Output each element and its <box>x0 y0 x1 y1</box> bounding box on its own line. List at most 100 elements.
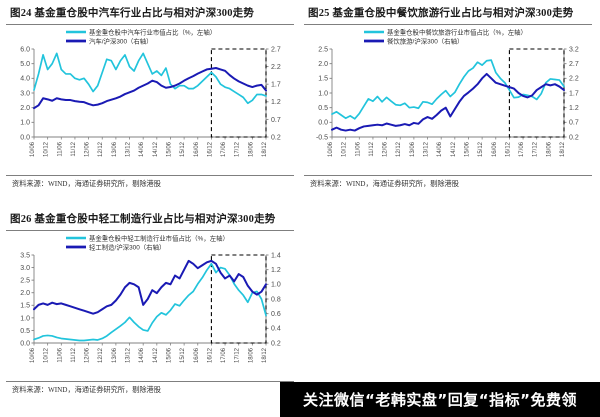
svg-text:3.2: 3.2 <box>569 46 579 53</box>
svg-text:18/12: 18/12 <box>560 141 566 157</box>
figure-25-title: 图25 基金重仓股中餐饮旅游行业占比与相对沪深300走势 <box>308 8 574 19</box>
promo-banner: 关注微信“老韩实盘”回复“指标”免费领 <box>280 382 600 417</box>
svg-text:18/06: 18/06 <box>248 141 254 157</box>
svg-text:10/12: 10/12 <box>44 141 50 157</box>
svg-text:16/12: 16/12 <box>207 141 213 157</box>
svg-text:1.0: 1.0 <box>20 120 30 127</box>
figure-24-chart: 基金重仓股中汽车行业市值占比（%，左轴）汽车/沪深300（右轴） 0.0 1.0 2.… <box>20 27 281 157</box>
svg-text:11/12: 11/12 <box>71 141 77 156</box>
svg-text:12/06: 12/06 <box>383 141 389 157</box>
svg-text:0.4: 0.4 <box>271 326 281 333</box>
figure-25-plot: 基金重仓股中餐饮旅游行业市值占比（%，左轴） 餐饮旅游/沪深300（右轴） -0.5… <box>302 25 594 175</box>
svg-text:12/06: 12/06 <box>85 141 91 157</box>
svg-text:18/06: 18/06 <box>248 347 254 363</box>
svg-text:轻工制造/沪深300（右轴）: 轻工制造/沪深300（右轴） <box>89 242 165 251</box>
svg-text:0.5: 0.5 <box>20 328 30 335</box>
svg-text:10/06: 10/06 <box>328 141 334 157</box>
svg-text:16/06: 16/06 <box>492 141 498 157</box>
svg-text:2.0: 2.0 <box>20 105 30 112</box>
figure-panel-24: 图24 基金重仓股中汽车行业占比与相对沪深300走势 基金重仓股中汽车行业市值占… <box>4 2 296 206</box>
svg-text:12/06: 12/06 <box>85 347 91 363</box>
svg-text:13/12: 13/12 <box>126 141 132 157</box>
svg-text:15/12: 15/12 <box>180 141 186 157</box>
svg-text:16/12: 16/12 <box>207 347 213 363</box>
svg-text:1.5: 1.5 <box>20 303 30 310</box>
svg-text:17/12: 17/12 <box>533 141 539 157</box>
svg-text:13/12: 13/12 <box>126 347 132 363</box>
svg-text:3.5: 3.5 <box>20 252 30 259</box>
figure-25-source: 资料来源：WIND，海通证券研究所，剔除港股 <box>310 180 459 188</box>
svg-text:0.2: 0.2 <box>569 134 579 141</box>
svg-text:11/06: 11/06 <box>57 141 63 156</box>
svg-text:16/06: 16/06 <box>194 141 200 157</box>
figure-25-top-rule <box>304 24 592 25</box>
svg-text:2.7: 2.7 <box>569 61 579 68</box>
svg-text:2.0: 2.0 <box>20 290 30 297</box>
svg-text:1.7: 1.7 <box>569 90 579 97</box>
figure-25-bottom-rule <box>304 175 592 176</box>
svg-text:2.2: 2.2 <box>271 64 281 71</box>
svg-text:3.0: 3.0 <box>20 265 30 272</box>
figure-24-bottom-rule <box>6 175 294 176</box>
figure-24-plot: 基金重仓股中汽车行业市值占比（%，左轴） 汽车/沪深300（右轴） 0.0 1.0 2.… <box>4 25 296 175</box>
svg-text:1.2: 1.2 <box>271 267 281 274</box>
svg-text:基金重仓股中汽车行业市值占比（%，左轴）: 基金重仓股中汽车行业市值占比（%，左轴） <box>89 27 216 36</box>
figure-26-top-rule <box>6 230 294 231</box>
svg-text:10/06: 10/06 <box>30 141 36 157</box>
svg-text:10/06: 10/06 <box>30 347 36 363</box>
svg-text:17/06: 17/06 <box>519 141 525 157</box>
svg-text:餐饮旅游/沪深300（右轴）: 餐饮旅游/沪深300（右轴） <box>387 36 463 45</box>
svg-text:0.5: 0.5 <box>318 105 328 112</box>
svg-text:10/12: 10/12 <box>44 347 50 363</box>
svg-text:14/12: 14/12 <box>153 347 159 363</box>
svg-text:15/06: 15/06 <box>166 141 172 157</box>
svg-text:1.2: 1.2 <box>569 105 579 112</box>
svg-text:6.0: 6.0 <box>20 46 30 53</box>
svg-text:14/06: 14/06 <box>139 347 145 363</box>
svg-text:2.0: 2.0 <box>318 61 328 68</box>
svg-text:1.7: 1.7 <box>271 82 281 89</box>
svg-text:15/12: 15/12 <box>180 347 186 363</box>
svg-text:12/12: 12/12 <box>396 141 402 157</box>
svg-text:16/06: 16/06 <box>194 347 200 363</box>
svg-text:1.4: 1.4 <box>271 252 281 259</box>
svg-text:14/12: 14/12 <box>451 141 457 157</box>
svg-text:10/12: 10/12 <box>342 141 348 157</box>
svg-text:18/12: 18/12 <box>262 347 268 363</box>
svg-text:17/06: 17/06 <box>221 141 227 157</box>
figure-26-title: 图26 基金重仓股中轻工制造行业占比与相对沪深300走势 <box>10 214 276 225</box>
svg-text:16/12: 16/12 <box>505 141 511 157</box>
svg-text:17/12: 17/12 <box>235 347 241 363</box>
svg-text:11/06: 11/06 <box>57 347 63 362</box>
svg-text:1.0: 1.0 <box>20 315 30 322</box>
svg-text:0.7: 0.7 <box>569 120 579 127</box>
svg-text:2.5: 2.5 <box>20 278 30 285</box>
svg-text:0.0: 0.0 <box>20 340 30 347</box>
svg-text:15/06: 15/06 <box>464 141 470 157</box>
svg-text:18/12: 18/12 <box>262 141 268 157</box>
svg-text:12/12: 12/12 <box>98 347 104 363</box>
figure-26-chart: 基金重仓股中轻工制造行业市值占比（%，左轴）轻工制造/沪深300（右轴） 0.0 0… <box>20 233 281 363</box>
svg-text:0.2: 0.2 <box>271 340 281 347</box>
svg-text:0.7: 0.7 <box>271 117 281 124</box>
svg-text:5.0: 5.0 <box>20 61 30 68</box>
svg-text:4.0: 4.0 <box>20 76 30 83</box>
figure-26-source: 资料来源：WIND，海通证券研究所，剔除港股 <box>12 386 161 394</box>
promo-banner-text: 关注微信“老韩实盘”回复“指标”免费领 <box>303 391 577 409</box>
svg-text:11/12: 11/12 <box>71 347 77 362</box>
figure-24-top-rule <box>6 24 294 25</box>
svg-text:3.0: 3.0 <box>20 90 30 97</box>
svg-text:14/06: 14/06 <box>139 141 145 157</box>
svg-text:2.5: 2.5 <box>318 46 328 53</box>
svg-text:0.0: 0.0 <box>20 134 30 141</box>
svg-text:17/06: 17/06 <box>221 347 227 363</box>
svg-text:13/06: 13/06 <box>410 141 416 157</box>
figure-26-bottom-rule <box>6 381 294 382</box>
svg-text:1.0: 1.0 <box>271 282 281 289</box>
figure-24-source: 资料来源：WIND，海通证券研究所，剔除港股 <box>12 180 161 188</box>
figure-26-plot: 基金重仓股中轻工制造行业市值占比（%，左轴） 轻工制造/沪深300（右轴） 0.0 0… <box>4 231 296 381</box>
svg-text:汽车/沪深300（右轴）: 汽车/沪深300（右轴） <box>89 36 153 45</box>
svg-text:基金重仓股中轻工制造行业市值占比（%，左轴）: 基金重仓股中轻工制造行业市值占比（%，左轴） <box>89 233 229 242</box>
figure-panel-25: 图25 基金重仓股中餐饮旅游行业占比与相对沪深300走势 基金重仓股中餐饮旅游行… <box>302 2 594 206</box>
